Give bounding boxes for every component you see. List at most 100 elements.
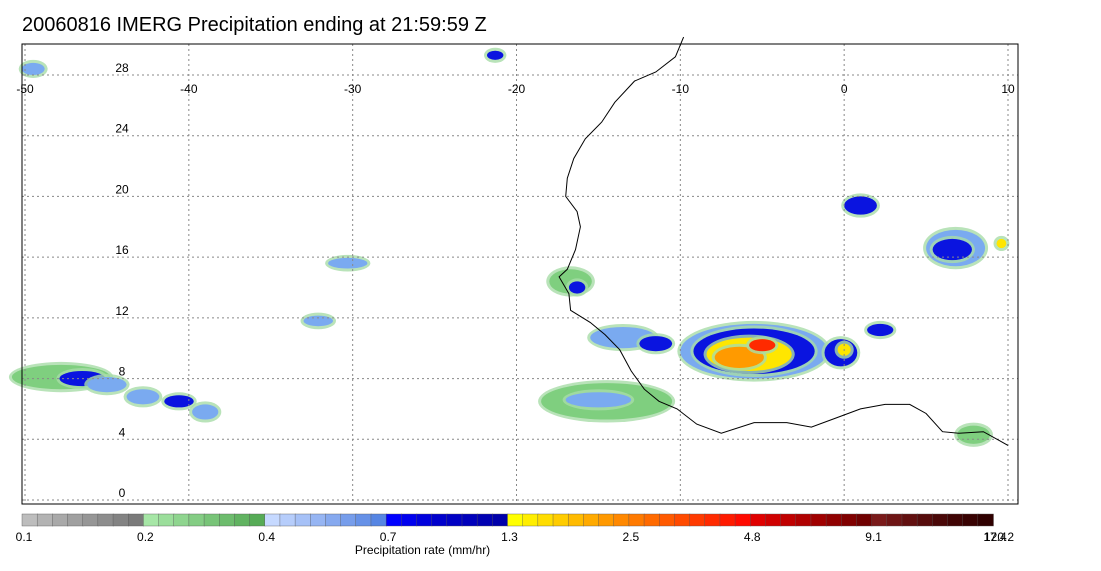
colorbar-swatch bbox=[219, 513, 236, 527]
colorbar-swatch bbox=[719, 513, 736, 527]
colorbar-swatch bbox=[613, 513, 630, 527]
colorbar-swatch bbox=[628, 513, 645, 527]
colorbar-swatch bbox=[552, 513, 569, 527]
lat-tick-label: 20 bbox=[115, 182, 129, 196]
colorbar-swatch bbox=[188, 513, 205, 527]
colorbar-swatch bbox=[446, 513, 463, 527]
precip-cell bbox=[867, 323, 894, 337]
lat-tick-label: 24 bbox=[115, 122, 129, 136]
precip-cell bbox=[565, 392, 632, 408]
colorbar-swatch bbox=[249, 513, 266, 527]
lon-tick-label: -30 bbox=[344, 82, 362, 96]
colorbar-swatch bbox=[583, 513, 600, 527]
colorbar: 0.10.20.40.71.32.54.89.117.433.163.1120.… bbox=[16, 513, 1014, 557]
colorbar-swatch bbox=[871, 513, 888, 527]
colorbar-swatch bbox=[962, 513, 979, 527]
lat-tick-label: 16 bbox=[115, 243, 129, 257]
colorbar-tick-label: 4.8 bbox=[744, 530, 761, 544]
colorbar-swatch bbox=[385, 513, 402, 527]
precip-cell bbox=[87, 377, 127, 393]
map-frame bbox=[21, 43, 1019, 505]
colorbar-swatch bbox=[310, 513, 327, 527]
colorbar-swatch bbox=[674, 513, 691, 527]
colorbar-swatch bbox=[780, 513, 797, 527]
colorbar-swatch bbox=[750, 513, 767, 527]
lon-tick-label: -40 bbox=[180, 82, 198, 96]
colorbar-swatch bbox=[340, 513, 357, 527]
lon-tick-label: 0 bbox=[841, 82, 848, 96]
precip-cell bbox=[21, 62, 45, 75]
colorbar-swatch bbox=[52, 513, 69, 527]
colorbar-label: Precipitation rate (mm/hr) bbox=[355, 543, 490, 557]
colorbar-tick-label: 0.4 bbox=[258, 530, 275, 544]
lat-tick-label: 28 bbox=[115, 61, 129, 75]
colorbar-swatch bbox=[932, 513, 949, 527]
colorbar-swatch bbox=[643, 513, 660, 527]
colorbar-swatch bbox=[795, 513, 812, 527]
lat-tick-label: 12 bbox=[115, 304, 129, 318]
colorbar-swatch bbox=[401, 513, 418, 527]
colorbar-swatch bbox=[704, 513, 721, 527]
colorbar-swatch bbox=[21, 513, 38, 527]
axis-labels: -50 -40 -30 -20 -10 0 10 0 4 8 12 16 20 24 28 bbox=[16, 61, 1015, 500]
colorbar-swatch bbox=[507, 513, 524, 527]
colorbar-swatch bbox=[355, 513, 372, 527]
colorbar-swatch bbox=[537, 513, 554, 527]
colorbar-tick-label: 1.3 bbox=[501, 530, 518, 544]
colorbar-swatch bbox=[264, 513, 281, 527]
colorbar-swatch bbox=[901, 513, 918, 527]
precip-cell bbox=[126, 389, 160, 405]
lon-tick-label: -20 bbox=[508, 82, 526, 96]
coastline bbox=[558, 36, 1009, 446]
colorbar-swatch bbox=[461, 513, 478, 527]
colorbar-swatch bbox=[567, 513, 585, 527]
colorbar-swatch bbox=[810, 513, 827, 527]
colorbar-tick-label: 0.1 bbox=[16, 530, 33, 544]
colorbar-tick-label: 0.2 bbox=[137, 530, 154, 544]
colorbar-tick-label: 120.2 bbox=[984, 530, 1014, 544]
lon-tick-label: 10 bbox=[1001, 82, 1015, 96]
colorbar-tick-label: 2.5 bbox=[623, 530, 640, 544]
colorbar-swatch bbox=[598, 513, 615, 527]
precip-cell bbox=[192, 404, 219, 420]
precip-cell bbox=[639, 336, 673, 352]
africa-coastline bbox=[558, 36, 1009, 446]
colorbar-swatch bbox=[947, 513, 964, 527]
colorbar-swatch bbox=[158, 513, 175, 527]
colorbar-swatch bbox=[886, 513, 903, 527]
precip-cell bbox=[996, 238, 1007, 249]
colorbar-swatch bbox=[841, 513, 858, 527]
colorbar-swatch bbox=[522, 513, 539, 527]
colorbar-tick-label: 17.4 bbox=[983, 530, 1007, 544]
precip-cell bbox=[844, 196, 877, 215]
colorbar-swatch bbox=[765, 513, 782, 527]
colorbar-swatch bbox=[128, 513, 145, 527]
colorbar-tick-label: 0.7 bbox=[380, 530, 397, 544]
colorbar-swatch bbox=[476, 513, 494, 527]
colorbar-swatch bbox=[431, 513, 448, 527]
lon-tick-label: -50 bbox=[16, 82, 34, 96]
colorbar-swatch bbox=[916, 513, 934, 527]
precip-cell bbox=[749, 339, 776, 352]
colorbar-tick-label: 9.1 bbox=[865, 530, 882, 544]
colorbar-swatch bbox=[734, 513, 751, 527]
lat-tick-label: 8 bbox=[119, 365, 126, 379]
colorbar-swatch bbox=[36, 513, 54, 527]
colorbar-swatch bbox=[67, 513, 84, 527]
lat-tick-label: 4 bbox=[119, 425, 126, 439]
precip-cell bbox=[957, 425, 990, 444]
precip-cell bbox=[328, 257, 368, 269]
precipitation-layer bbox=[8, 47, 1010, 447]
colorbar-swatch bbox=[173, 513, 190, 527]
colorbar-swatch bbox=[234, 513, 251, 527]
colorbar-swatch bbox=[416, 513, 433, 527]
colorbar-swatch bbox=[977, 513, 994, 527]
colorbar-swatch bbox=[825, 513, 842, 527]
precip-cell bbox=[164, 395, 194, 408]
colorbar-swatch bbox=[856, 513, 873, 527]
precip-cell bbox=[487, 50, 504, 60]
colorbar-swatch bbox=[112, 513, 129, 527]
colorbar-swatch bbox=[143, 513, 160, 527]
page-title: 20060816 IMERG Precipitation ending at 2… bbox=[22, 14, 487, 36]
